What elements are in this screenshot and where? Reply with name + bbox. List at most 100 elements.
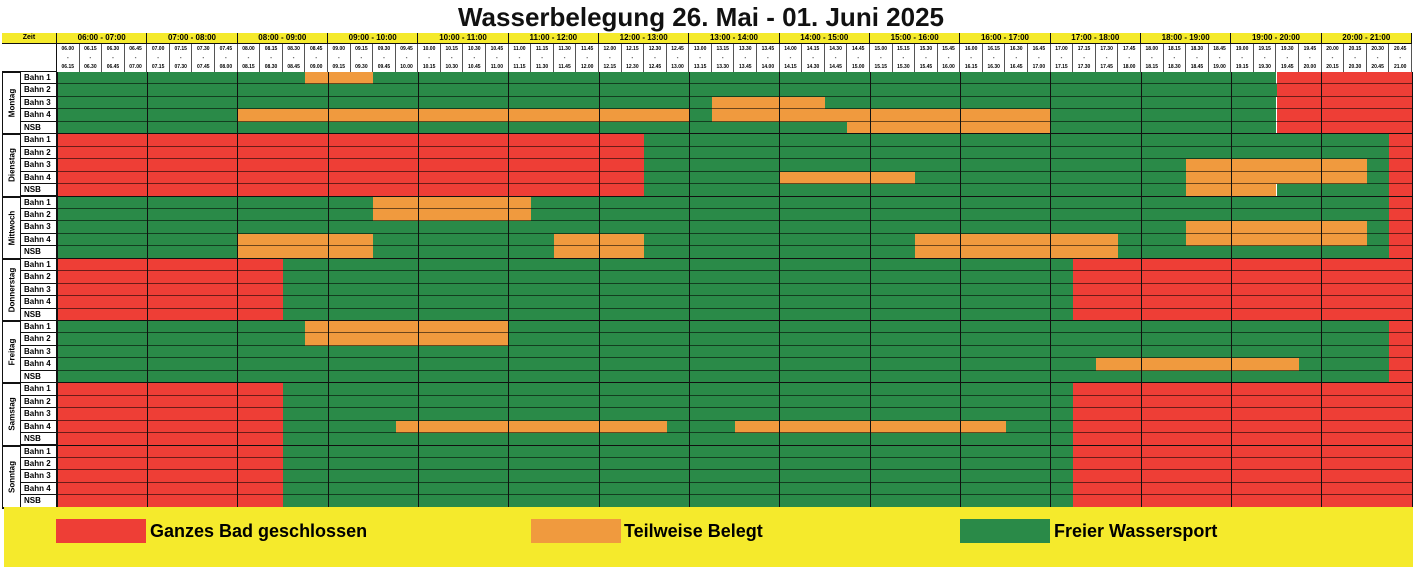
row-divider (57, 344, 1412, 346)
slot-end: 14.15 (784, 64, 797, 70)
status-block (1073, 296, 1412, 309)
status-block (57, 420, 283, 434)
lane-label: Bahn 3 (21, 159, 57, 172)
status-block (1389, 333, 1412, 346)
status-block (237, 109, 690, 122)
slot-start: 16.30 (1010, 46, 1023, 52)
slot-dash: - (767, 55, 769, 61)
hour-divider (1411, 72, 1413, 508)
status-block (57, 171, 645, 185)
row-divider (57, 419, 1412, 421)
hour-header: 13:00 - 14:00 (689, 33, 780, 44)
slot-dash: - (1399, 55, 1402, 61)
status-block (1050, 121, 1277, 135)
lane-label: Bahn 1 (21, 383, 57, 396)
row-divider (57, 481, 1412, 483)
lane-label: Bahn 4 (21, 171, 57, 185)
status-block (57, 482, 283, 496)
slot-header: 15.45 - 16.00 (937, 44, 961, 72)
row-divider (57, 407, 1412, 409)
slot-dash: - (1241, 55, 1243, 61)
slot-start: 12.30 (648, 46, 662, 52)
hour-header: 14:00 - 15:00 (779, 33, 870, 44)
slot-header: 13.15 - 13.30 (711, 44, 735, 72)
status-block (282, 408, 1074, 421)
row-divider (57, 83, 1412, 85)
slot-start: 19.30 (1281, 46, 1294, 52)
slot-start: 15.30 (919, 46, 933, 52)
slot-header: 17.30 - 17.45 (1095, 44, 1119, 72)
status-block (711, 109, 1051, 122)
hour-header: 06:00 - 07:00 (57, 33, 148, 44)
slot-dash: - (1105, 55, 1108, 61)
slot-header: 07.45 - 08.00 (215, 44, 238, 72)
hour-divider (1230, 72, 1232, 508)
status-block (1389, 233, 1412, 247)
slot-dash: - (902, 55, 905, 61)
status-block (1276, 96, 1412, 110)
slot-start: 17.45 (1122, 46, 1136, 52)
slot-end: 20.45 (1371, 64, 1384, 70)
status-block (1389, 358, 1412, 371)
lane-label: Bahn 1 (21, 72, 57, 85)
hour-header: 09:00 - 10:00 (328, 33, 419, 44)
slot-header: 12.15 - 12.30 (621, 44, 645, 72)
status-block (915, 246, 1119, 259)
row-divider (57, 245, 1412, 247)
slot-end: 19.00 (1213, 64, 1226, 70)
slot-header: 12.45 - 13.00 (666, 44, 690, 72)
slot-dash: - (383, 55, 385, 61)
slot-header: 19.00 - 19.15 (1231, 44, 1254, 72)
slot-header: 14.00 - 14.15 (779, 44, 803, 72)
slot-dash: - (518, 55, 521, 61)
row-divider (57, 432, 1412, 434)
status-block (237, 246, 374, 259)
slot-end: 17.45 (1100, 64, 1113, 70)
slot-start: 08.30 (287, 46, 300, 52)
row-divider (57, 282, 1412, 284)
lane-label: Bahn 4 (21, 296, 57, 309)
slot-dash: - (992, 55, 995, 61)
slot-end: 12.45 (648, 64, 662, 70)
slot-dash: - (541, 55, 543, 61)
status-block (1073, 420, 1412, 434)
status-block (57, 196, 374, 209)
status-block (373, 196, 532, 209)
slot-start: 09.30 (377, 46, 391, 52)
slot-end: 21.00 (1393, 64, 1407, 70)
slot-end: 12.15 (603, 64, 617, 70)
slot-start: 13.00 (693, 46, 707, 52)
slot-end: 16.30 (987, 64, 1000, 70)
status-block (1389, 196, 1412, 209)
slot-end: 16.45 (1010, 64, 1023, 70)
status-block (57, 345, 1390, 359)
status-block (1073, 445, 1412, 458)
slot-header: 06.45 - 07.00 (124, 44, 148, 72)
lane-label: Bahn 1 (21, 321, 57, 334)
row-divider (57, 95, 1412, 97)
status-block (1118, 233, 1187, 247)
status-block (1366, 159, 1390, 172)
slot-dash: - (473, 55, 476, 61)
slot-start: 14.00 (784, 46, 797, 52)
row-divider (57, 170, 1412, 172)
status-block (1276, 184, 1390, 197)
slot-start: 20.30 (1371, 46, 1384, 52)
slot-dash: - (1263, 55, 1266, 61)
slot-header: 10.00 - 10.15 (418, 44, 441, 72)
slot-dash: - (834, 55, 837, 61)
legend-label: Freier Wassersport (1054, 521, 1218, 541)
slot-dash: - (315, 55, 318, 61)
slot-end: 13.00 (671, 64, 684, 70)
zeit-label-spacer (2, 44, 57, 72)
hour-divider (1321, 72, 1323, 508)
slot-start: 13.15 (716, 46, 729, 52)
slot-header: 19.30 - 19.45 (1276, 44, 1300, 72)
slot-header: 11.30 - 11.45 (553, 44, 577, 72)
row-divider (57, 220, 1412, 222)
lane-label: Bahn 2 (21, 271, 57, 284)
slot-end: 09.00 (309, 64, 323, 70)
slot-dash: - (857, 55, 860, 61)
slot-end: 19.15 (1235, 64, 1249, 70)
slot-end: 16.00 (942, 64, 955, 70)
